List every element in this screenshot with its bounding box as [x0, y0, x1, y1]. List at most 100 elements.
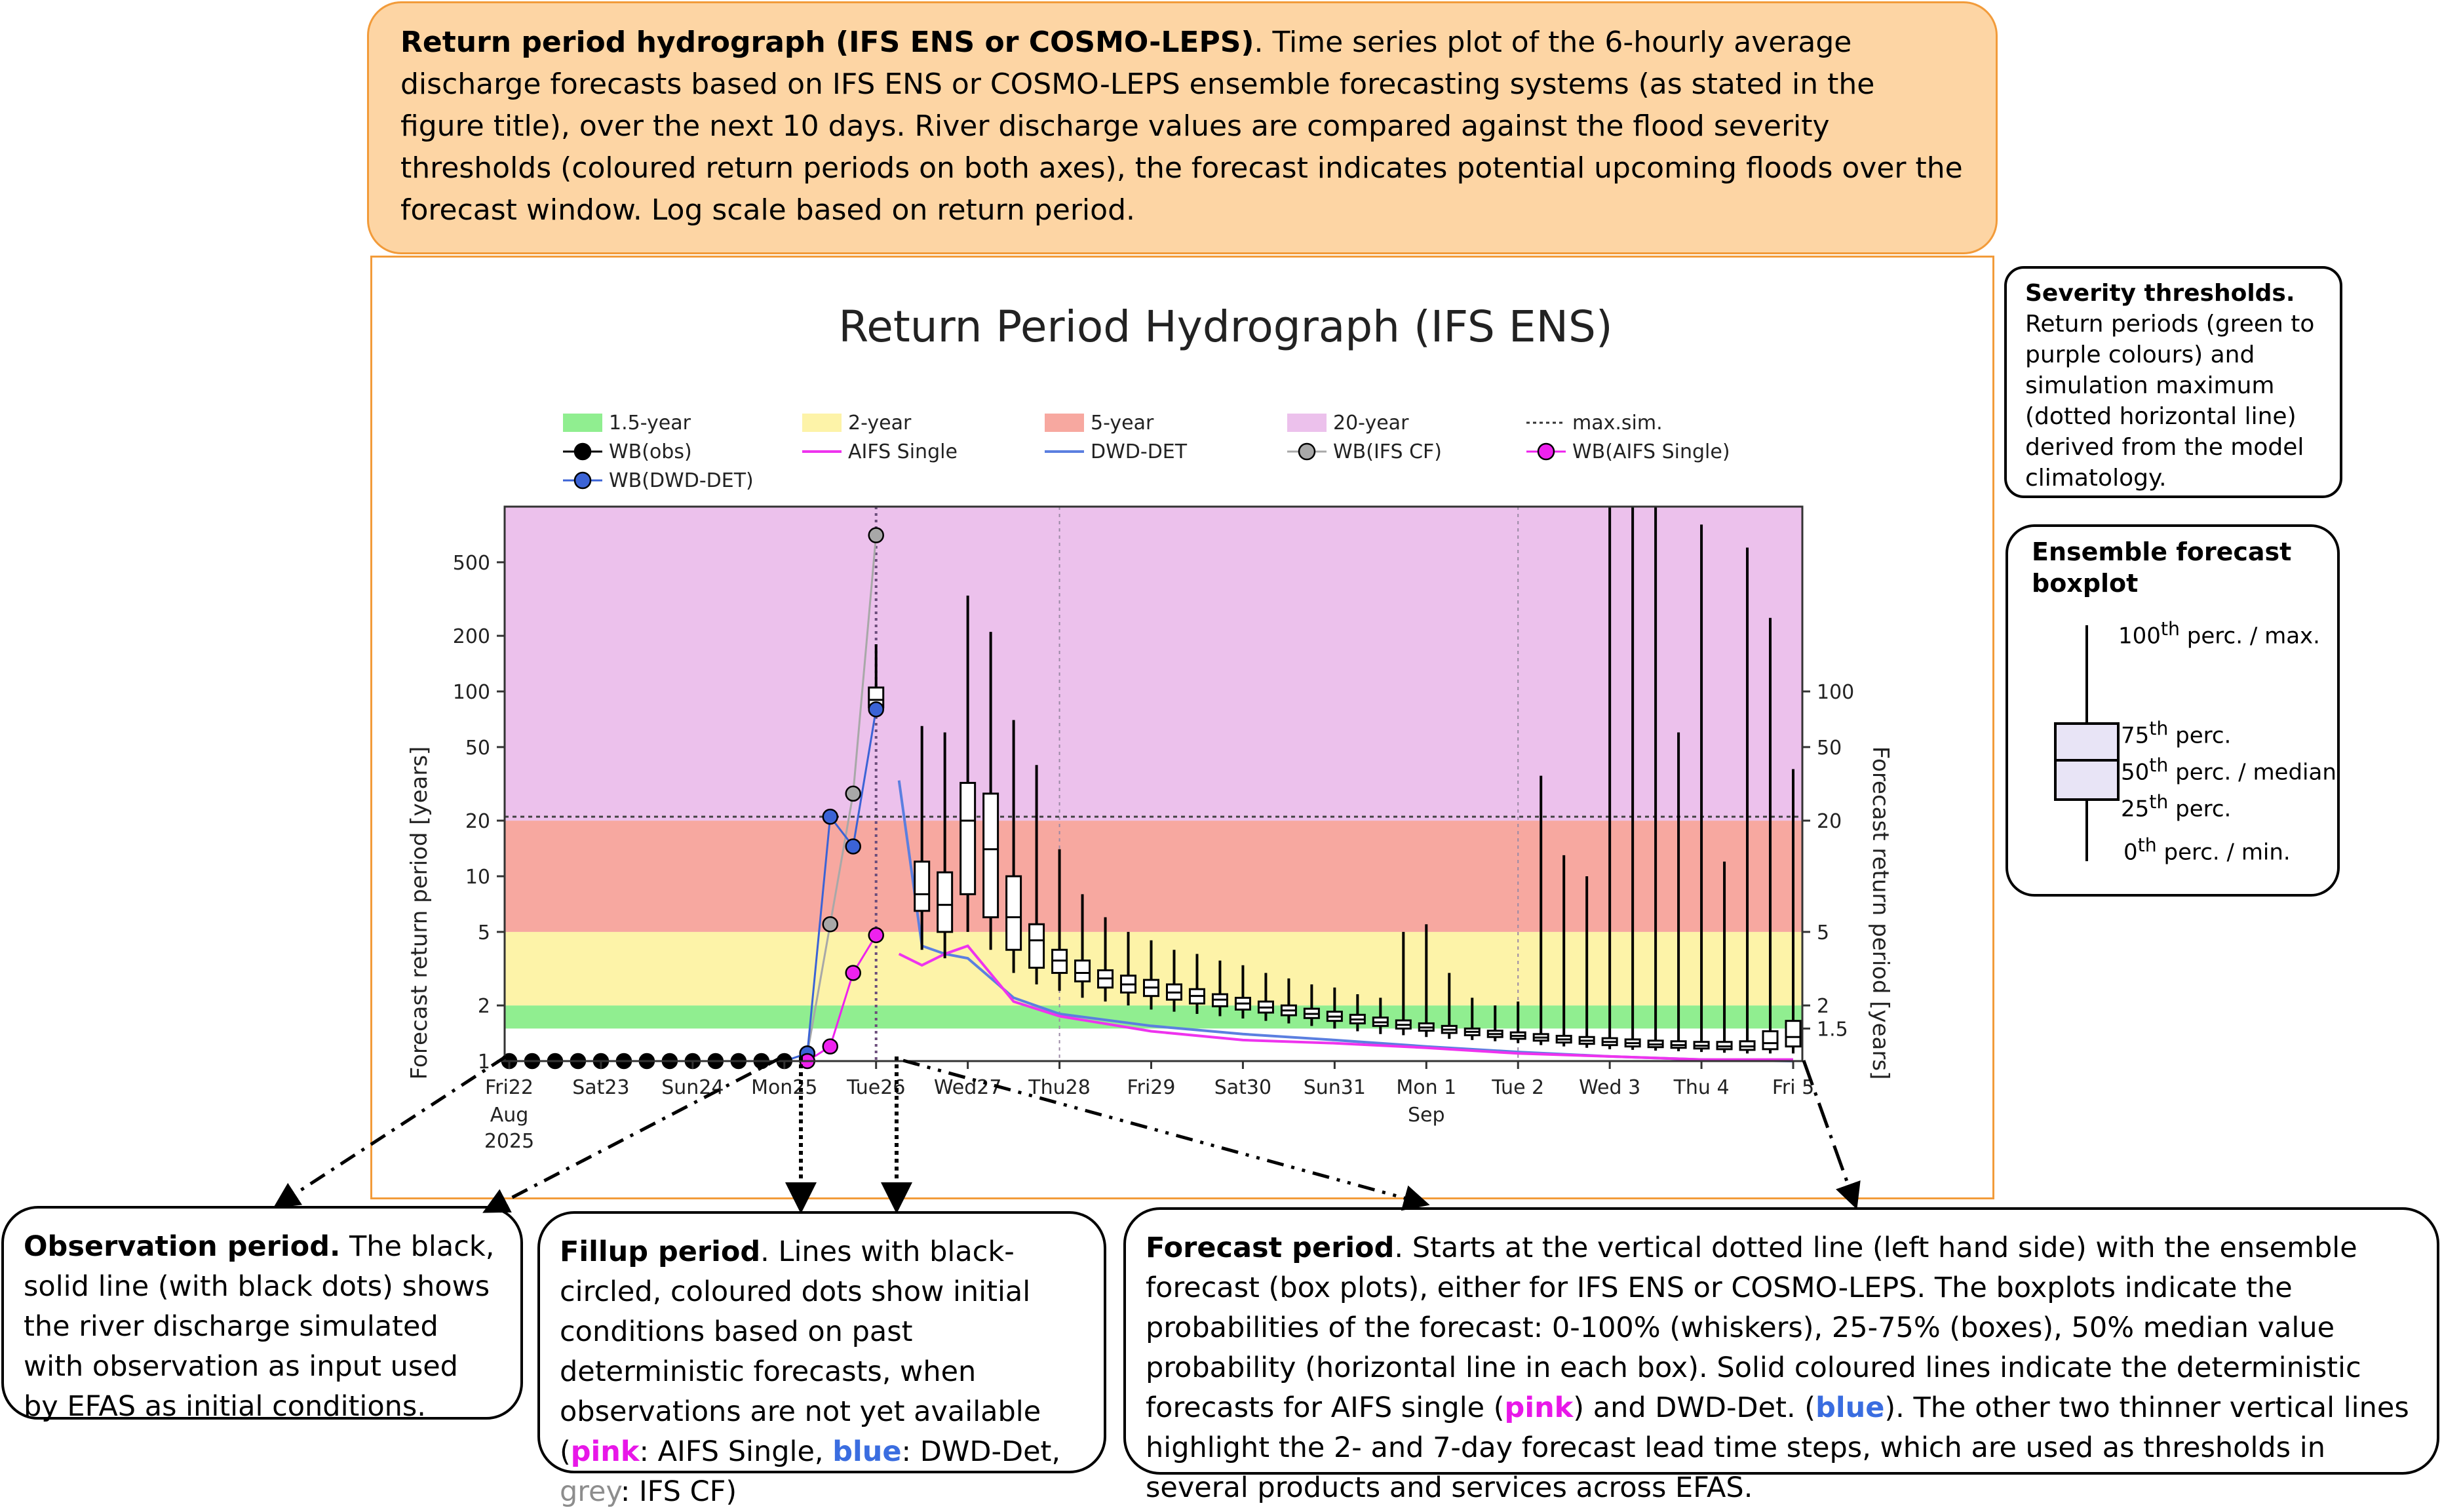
x-tick-label: Sun24: [661, 1076, 724, 1099]
label-p0: 0th perc. / min.: [2123, 834, 2291, 866]
legend-swatch-5-year: [1045, 414, 1084, 432]
y-tick-label-left: 10: [465, 866, 490, 889]
obs-title: Observation period.: [24, 1230, 341, 1263]
legend-label-20-year: 20-year: [1333, 412, 1409, 435]
forecast-title: Forecast period: [1146, 1231, 1395, 1264]
observation-period-box: Observation period. The black, solid lin…: [1, 1206, 523, 1423]
x-tick-label: Fri29: [1127, 1076, 1176, 1099]
point-WB(DWD-DET): [868, 701, 884, 718]
y-tick-label-left: 100: [453, 681, 490, 704]
legend-label-WB(obs): WB(obs): [609, 440, 692, 463]
legend-label-max.sim.: max.sim.: [1572, 412, 1663, 435]
x-tick-label: Wed 3: [1579, 1076, 1640, 1099]
y-tick-label-left: 200: [453, 625, 490, 648]
legend-swatch-dot-WB(AIFS Single): [1537, 442, 1555, 461]
legend-label-WB(AIFS Single): WB(AIFS Single): [1572, 440, 1730, 463]
label-p50: 50th perc. / median: [2121, 754, 2336, 786]
x-tick-label: Fri22: [485, 1076, 533, 1099]
severity-title: Severity thresholds.: [2025, 280, 2295, 307]
legend-label-DWD-DET: DWD-DET: [1091, 440, 1188, 463]
severity-thresholds-box: Severity thresholds. Return periods (gre…: [2004, 266, 2342, 498]
legend-swatch-20-year: [1287, 414, 1327, 432]
intro-text: . Time series plot of the 6-hourly avera…: [400, 26, 1963, 227]
legend-swatch-dot-WB(obs): [573, 442, 592, 461]
x-tick-label: Mon 1: [1396, 1076, 1456, 1099]
y-tick-label-right: 20: [1817, 810, 1842, 833]
band-20-year: [505, 507, 1802, 821]
boxplot-box-3: [959, 782, 977, 895]
y-tick-label-left: 5: [478, 921, 490, 944]
severity-text: Return periods (green to purple colours)…: [2025, 311, 2315, 492]
y-tick-label-left: 2: [478, 995, 490, 1018]
boxplot-box-4: [982, 792, 999, 919]
ensemble-boxplot-box: Ensemble forecast boxplot 100th perc. / …: [2006, 524, 2340, 897]
return-period-hydrograph-chart: Return Period Hydrograph (IFS ENS) Forec…: [406, 301, 1893, 1153]
y-tick-label-right: 5: [1817, 921, 1829, 944]
point-WB(IFS CF): [822, 916, 838, 933]
intro-description-box: Return period hydrograph (IFS ENS or COS…: [367, 1, 1998, 254]
legend-label-AIFS Single: AIFS Single: [848, 440, 958, 463]
x-tick-sublabel: Sep: [1408, 1104, 1445, 1127]
x-tick-label: Sun31: [1304, 1076, 1366, 1099]
y-tick-label-right: 50: [1817, 737, 1842, 760]
pink-label: pink: [570, 1435, 640, 1468]
legend-label-WB(IFS CF): WB(IFS CF): [1333, 440, 1442, 463]
y-tick-label-right: 2: [1817, 995, 1829, 1018]
x-tick-label: Mon25: [751, 1076, 817, 1099]
x-tick-sublabel: 2025: [484, 1130, 534, 1153]
point-WB(DWD-DET): [822, 808, 838, 825]
label-p100: 100th perc. / max.: [2118, 618, 2320, 649]
x-tick-label: Thu 4: [1673, 1076, 1730, 1099]
intro-title: Return period hydrograph (IFS ENS or COS…: [400, 26, 1254, 59]
legend-swatch-dot-WB(DWD-DET): [573, 471, 592, 490]
boxplot-box-1: [914, 861, 931, 912]
boxplot-box-5: [1005, 875, 1022, 951]
boxplot-box-6: [1028, 923, 1045, 969]
point-WB(AIFS Single): [822, 1038, 838, 1055]
point-WB(AIFS Single): [845, 965, 861, 981]
boxplot-box-2: [937, 871, 954, 933]
point-WB(DWD-DET): [845, 838, 861, 855]
blue-label: blue: [1815, 1391, 1885, 1424]
series-line-AIFS Single: [898, 944, 1793, 1061]
x-tick-label: Sat30: [1214, 1076, 1271, 1099]
point-WB(AIFS Single): [868, 927, 884, 944]
y-tick-label-right: 100: [1817, 681, 1854, 704]
x-tick-label: Thu28: [1028, 1076, 1091, 1099]
boxplot-box-38: [1762, 1030, 1779, 1051]
legend-label-5-year: 5-year: [1091, 412, 1154, 435]
legend-label-WB(DWD-DET): WB(DWD-DET): [609, 469, 754, 492]
label-p25: 25th perc.: [2121, 791, 2232, 823]
y-axis-label-left: Forecast return period [years]: [406, 746, 433, 1080]
chart-legend: 1.5-year 2-year 5-year 20-year max.sim. WB(ob…: [563, 412, 1730, 492]
point-WB(IFS CF): [868, 527, 884, 543]
legend-swatch-dot-WB(IFS CF): [1298, 442, 1316, 461]
grey-label: grey: [560, 1475, 621, 1508]
forecast-period-box: Forecast period. Starts at the vertical …: [1123, 1207, 2439, 1504]
legend-label-1.5-year: 1.5-year: [609, 412, 691, 435]
x-tick-label: Fri 5: [1772, 1076, 1814, 1099]
point-WB(IFS CF): [845, 785, 861, 802]
chart-title: Return Period Hydrograph (IFS ENS): [838, 301, 1612, 352]
obs-text: The black, solid line (with black dots) …: [24, 1230, 495, 1423]
y-tick-label-left: 20: [465, 810, 490, 833]
band-5-year: [505, 821, 1802, 932]
fill-title: Fillup period: [560, 1235, 761, 1268]
fillup-period-box: Fillup period. Lines with black-circled,…: [537, 1211, 1106, 1508]
legend-swatch-2-year: [802, 414, 842, 432]
x-tick-label: Sat23: [572, 1076, 629, 1099]
x-tick-label: Wed27: [934, 1076, 1002, 1099]
y-axis-label-right: Forecast return period [years]: [1867, 746, 1893, 1080]
blue-label: blue: [832, 1435, 902, 1468]
ensemble-boxplots: [868, 507, 1802, 1054]
y-tick-label-left: 50: [465, 737, 490, 760]
x-tick-sublabel: Aug: [490, 1104, 529, 1127]
label-p75: 75th perc.: [2121, 718, 2232, 749]
legend-label-2-year: 2-year: [848, 412, 912, 435]
chart-frame: Return Period Hydrograph (IFS ENS) Forec…: [370, 256, 1994, 1199]
y-tick-label-left: 1: [478, 1051, 490, 1074]
y-tick-label-left: 500: [453, 552, 490, 575]
boxplot-schematic: [2054, 625, 2120, 861]
ensemble-title: Ensemble forecast boxplot: [2032, 537, 2292, 598]
x-tick-label: Tue26: [846, 1076, 905, 1099]
